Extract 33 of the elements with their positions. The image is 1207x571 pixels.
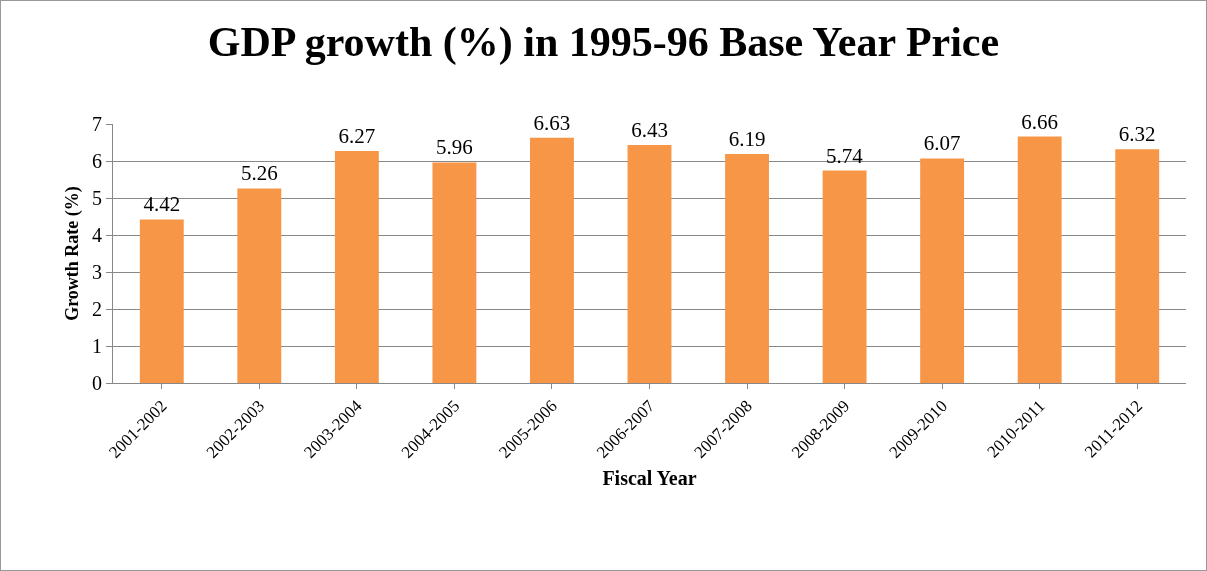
data-label: 5.26 xyxy=(240,161,278,186)
y-tick-label: 2 xyxy=(92,298,102,320)
y-tick-label: 6 xyxy=(92,150,102,172)
bar xyxy=(237,188,282,383)
data-label: 4.42 xyxy=(143,192,181,217)
bar xyxy=(432,162,477,383)
data-label: 6.32 xyxy=(1118,122,1156,147)
y-tick-label: 0 xyxy=(92,372,102,394)
bar xyxy=(725,153,769,383)
y-tick-label: 5 xyxy=(92,187,102,209)
y-axis-title: Growth Rate (%) xyxy=(62,186,84,321)
bar xyxy=(1017,136,1062,383)
data-label: 5.96 xyxy=(436,135,473,160)
y-tick-label: 3 xyxy=(92,261,102,283)
bar xyxy=(1115,149,1160,383)
bar xyxy=(822,170,867,383)
y-tick-label: 7 xyxy=(92,113,102,135)
chart-title: GDP growth (%) in 1995-96 Base Year Price xyxy=(207,18,1000,66)
bar xyxy=(920,158,965,383)
bar xyxy=(334,151,379,383)
data-label: 6.63 xyxy=(533,110,571,135)
data-label: 5.74 xyxy=(825,143,864,168)
bar xyxy=(139,219,184,383)
bar xyxy=(627,145,672,383)
data-label: 6.27 xyxy=(338,124,376,149)
data-label: 6.07 xyxy=(923,131,961,156)
bar xyxy=(530,137,574,383)
x-axis-title: Fiscal Year xyxy=(602,467,697,490)
y-tick-label: 4 xyxy=(92,224,102,246)
data-label: 6.43 xyxy=(631,118,668,143)
data-label: 6.19 xyxy=(728,126,766,151)
data-label: 6.66 xyxy=(1021,109,1059,134)
y-tick-label: 1 xyxy=(92,335,102,357)
